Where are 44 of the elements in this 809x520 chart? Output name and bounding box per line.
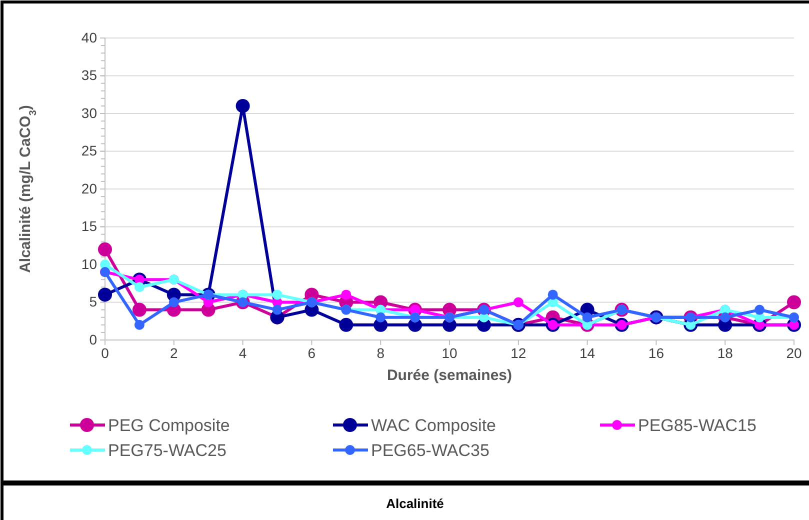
point <box>582 312 592 322</box>
x-tick-label: 2 <box>170 344 178 361</box>
text: Alcalinité <box>386 496 444 511</box>
point <box>754 304 765 315</box>
y-tick-label: 40 <box>81 29 98 46</box>
y-tick-label: 10 <box>81 256 98 272</box>
point <box>168 297 179 308</box>
y-tick-label: 25 <box>81 142 98 159</box>
x-axis-title: Durée (semaines) <box>386 367 512 384</box>
point <box>787 295 801 310</box>
x-tick-label: 18 <box>717 344 734 361</box>
point <box>513 297 524 308</box>
point <box>236 98 250 113</box>
point <box>134 282 144 292</box>
point <box>134 320 144 330</box>
y-tick-label: 20 <box>81 180 98 196</box>
y-tick-label: 35 <box>81 67 98 84</box>
x-tick-label: 4 <box>238 344 247 361</box>
y-tick-label: 5 <box>89 294 98 310</box>
point <box>548 290 558 300</box>
y-tick-label: 30 <box>81 104 98 121</box>
point <box>132 302 146 317</box>
point <box>98 288 112 302</box>
legend-label: PEG75-WAC25 <box>108 441 226 460</box>
y-tick-label: 15 <box>81 218 98 234</box>
point <box>272 290 282 300</box>
point <box>98 242 112 256</box>
point <box>341 290 352 300</box>
legend-label: PEG Composite <box>108 416 230 435</box>
legend-label: PEG85-WAC15 <box>638 416 756 435</box>
legend-label: PEG65-WAC35 <box>371 441 490 460</box>
x-tick-label: 8 <box>376 344 385 361</box>
x-tick-label: 20 <box>786 344 802 361</box>
x-tick-label: 0 <box>101 344 110 361</box>
x-tick-label: 10 <box>442 344 458 361</box>
point <box>272 304 282 315</box>
x-tick-label: 16 <box>648 344 664 361</box>
x-tick-label: 6 <box>308 344 316 361</box>
point <box>339 318 354 332</box>
legend-label: WAC Composite <box>371 416 496 435</box>
point <box>376 312 386 322</box>
x-tick-label: 14 <box>580 344 596 361</box>
x-tick-label: 12 <box>510 344 526 361</box>
y-tick-label: 0 <box>89 331 98 348</box>
